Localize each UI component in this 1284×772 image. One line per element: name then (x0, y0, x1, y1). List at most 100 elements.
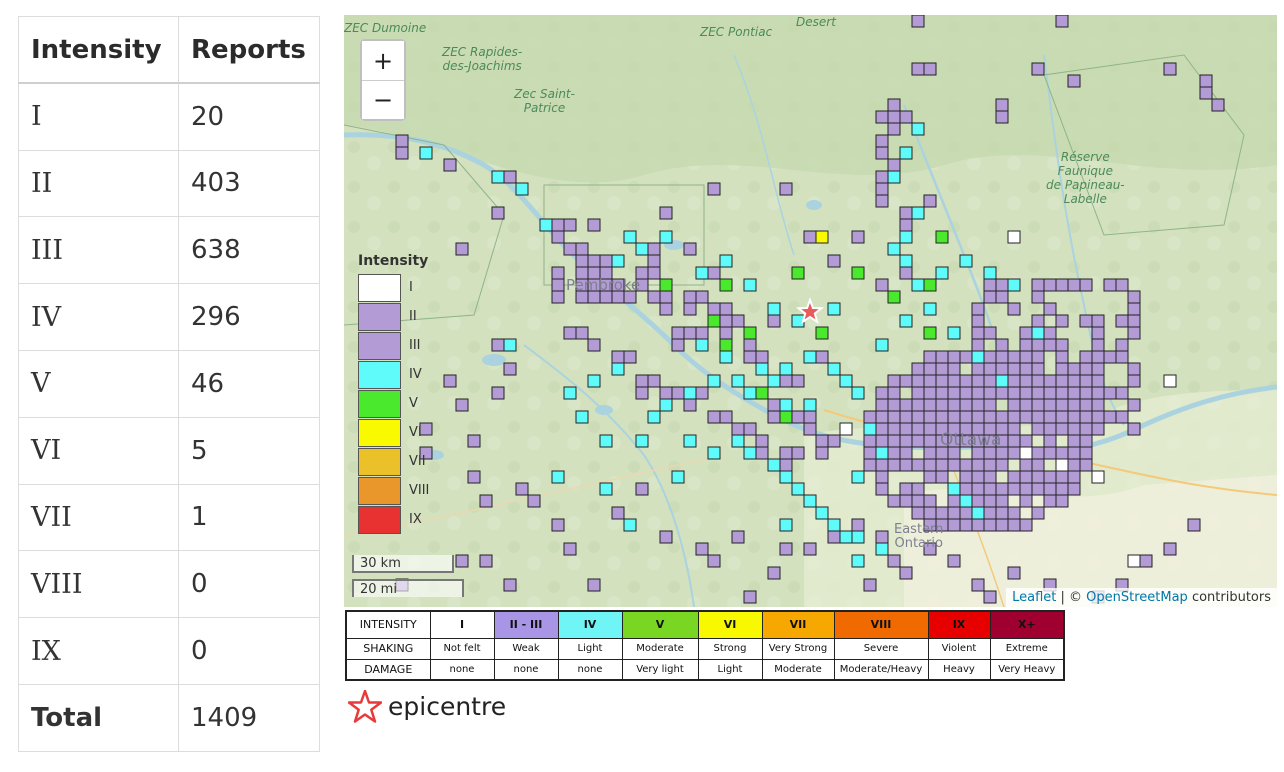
intensity-cell[interactable] (1067, 398, 1081, 412)
intensity-cell[interactable] (911, 494, 925, 508)
intensity-cell[interactable] (995, 98, 1009, 112)
intensity-cell[interactable] (995, 350, 1009, 364)
intensity-cell[interactable] (863, 458, 877, 472)
intensity-cell[interactable] (1067, 410, 1081, 424)
intensity-cell[interactable] (983, 350, 997, 364)
intensity-cell[interactable] (551, 230, 565, 244)
intensity-cell[interactable] (659, 398, 673, 412)
intensity-cell[interactable] (887, 110, 901, 124)
intensity-cell[interactable] (1067, 482, 1081, 496)
intensity-cell[interactable] (1019, 494, 1033, 508)
intensity-cell[interactable] (779, 446, 793, 460)
intensity-cell[interactable] (839, 422, 853, 436)
intensity-cell[interactable] (887, 242, 901, 256)
intensity-cell[interactable] (755, 434, 769, 448)
intensity-cell[interactable] (479, 554, 493, 568)
intensity-cell[interactable] (935, 398, 949, 412)
intensity-cell[interactable] (1115, 410, 1129, 424)
intensity-cell[interactable] (983, 518, 997, 532)
intensity-cell[interactable] (467, 470, 481, 484)
intensity-cell[interactable] (911, 362, 925, 376)
intensity-cell[interactable] (1187, 518, 1201, 532)
intensity-cell[interactable] (1091, 398, 1105, 412)
intensity-cell[interactable] (899, 446, 913, 460)
intensity-cell[interactable] (971, 518, 985, 532)
intensity-cell[interactable] (767, 314, 781, 328)
intensity-cell[interactable] (1007, 518, 1021, 532)
intensity-cell[interactable] (1031, 278, 1045, 292)
intensity-cell[interactable] (887, 170, 901, 184)
intensity-cell[interactable] (1127, 554, 1141, 568)
intensity-cell[interactable] (827, 530, 841, 544)
intensity-cell[interactable] (1043, 398, 1057, 412)
intensity-cell[interactable] (923, 542, 937, 556)
intensity-cell[interactable] (587, 374, 601, 388)
intensity-cell[interactable] (659, 530, 673, 544)
intensity-cell[interactable] (1019, 470, 1033, 484)
intensity-cell[interactable] (875, 446, 889, 460)
intensity-cell[interactable] (1115, 278, 1129, 292)
intensity-cell[interactable] (911, 506, 925, 520)
intensity-cell[interactable] (875, 194, 889, 208)
intensity-cell[interactable] (911, 458, 925, 472)
intensity-cell[interactable] (935, 362, 949, 376)
intensity-cell[interactable] (731, 314, 745, 328)
intensity-cell[interactable] (1115, 338, 1129, 352)
intensity-cell[interactable] (1007, 386, 1021, 400)
intensity-cell[interactable] (695, 386, 709, 400)
intensity-cell[interactable] (803, 398, 817, 412)
intensity-cell[interactable] (911, 122, 925, 136)
intensity-cell[interactable] (923, 278, 937, 292)
intensity-cell[interactable] (1007, 506, 1021, 520)
intensity-cell[interactable] (923, 494, 937, 508)
intensity-cell[interactable] (707, 446, 721, 460)
intensity-cell[interactable] (911, 62, 925, 76)
intensity-cell[interactable] (923, 446, 937, 460)
intensity-cell[interactable] (947, 494, 961, 508)
intensity-cell[interactable] (1067, 374, 1081, 388)
intensity-cell[interactable] (767, 398, 781, 412)
intensity-cell[interactable] (647, 254, 661, 268)
intensity-cell[interactable] (1079, 422, 1093, 436)
intensity-cell[interactable] (815, 350, 829, 364)
intensity-cell[interactable] (575, 254, 589, 268)
intensity-cell[interactable] (983, 494, 997, 508)
intensity-cell[interactable] (575, 242, 589, 256)
intensity-cell[interactable] (983, 470, 997, 484)
intensity-cell[interactable] (779, 470, 793, 484)
intensity-cell[interactable] (815, 446, 829, 460)
intensity-cell[interactable] (935, 374, 949, 388)
intensity-cell[interactable] (875, 182, 889, 196)
intensity-cell[interactable] (1031, 398, 1045, 412)
intensity-cell[interactable] (911, 15, 925, 28)
intensity-cell[interactable] (659, 230, 673, 244)
intensity-cell[interactable] (851, 230, 865, 244)
intensity-cell[interactable] (887, 554, 901, 568)
intensity-cell[interactable] (719, 278, 733, 292)
intensity-cell[interactable] (443, 158, 457, 172)
intensity-cell[interactable] (1007, 422, 1021, 436)
intensity-cell[interactable] (815, 230, 829, 244)
intensity-cell[interactable] (887, 434, 901, 448)
intensity-cell[interactable] (779, 374, 793, 388)
intensity-cell[interactable] (1007, 398, 1021, 412)
intensity-cell[interactable] (1067, 74, 1081, 88)
intensity-cell[interactable] (995, 338, 1009, 352)
intensity-cell[interactable] (947, 482, 961, 496)
intensity-cell[interactable] (899, 410, 913, 424)
zoom-in-button[interactable]: + (362, 41, 404, 80)
intensity-cell[interactable] (1007, 434, 1021, 448)
intensity-cell[interactable] (995, 110, 1009, 124)
intensity-cell[interactable] (887, 494, 901, 508)
intensity-cell[interactable] (923, 62, 937, 76)
intensity-cell[interactable] (659, 206, 673, 220)
intensity-cell[interactable] (899, 254, 913, 268)
intensity-cell[interactable] (947, 554, 961, 568)
intensity-cell[interactable] (1043, 374, 1057, 388)
intensity-cell[interactable] (1103, 410, 1117, 424)
intensity-cell[interactable] (935, 506, 949, 520)
intensity-cell[interactable] (1055, 482, 1069, 496)
intensity-cell[interactable] (719, 350, 733, 364)
intensity-cell[interactable] (1055, 446, 1069, 460)
intensity-cell[interactable] (971, 482, 985, 496)
